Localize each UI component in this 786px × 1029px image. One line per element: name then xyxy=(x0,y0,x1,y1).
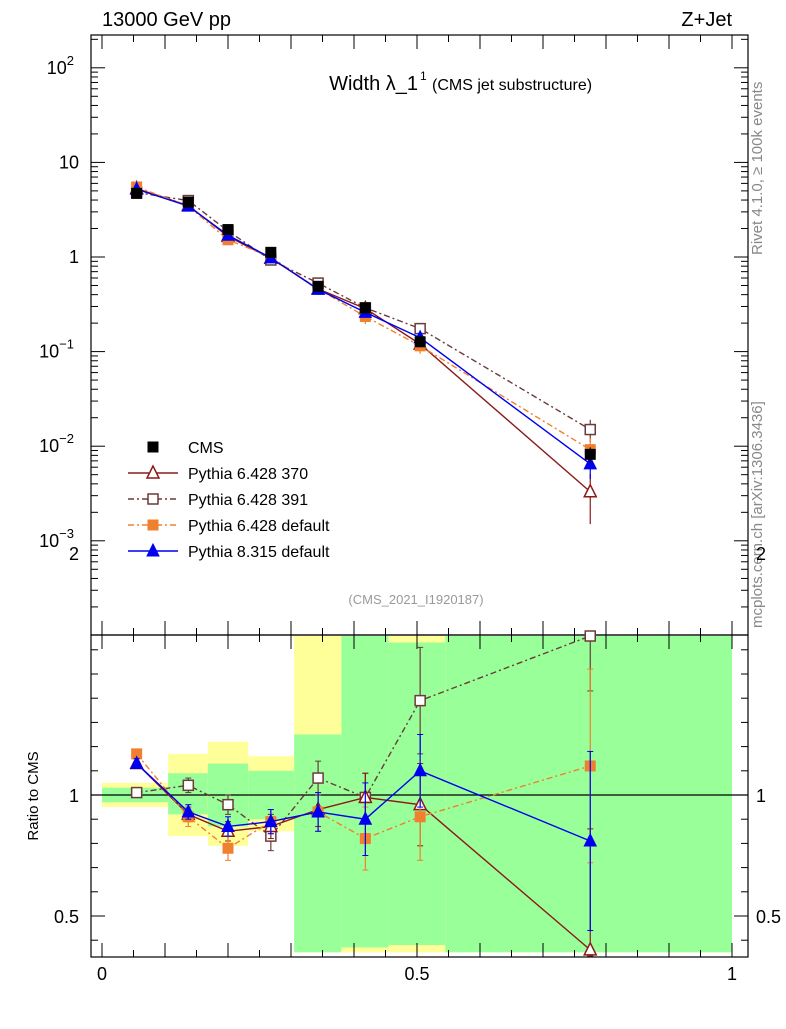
ratio-y-tick-label-right: 2 xyxy=(756,544,766,564)
x-tick-label: 1 xyxy=(727,964,737,984)
y-tick-base: 10 xyxy=(39,531,59,551)
y-tick-exponent: −1 xyxy=(59,337,74,352)
y-tick-label: 1 xyxy=(69,247,79,267)
legend-entry: Pythia 8.315 default xyxy=(128,542,330,561)
ratio-point xyxy=(182,779,195,792)
y-tick-exponent: 2 xyxy=(67,53,74,68)
ratio-point xyxy=(181,803,196,818)
legend-label: Pythia 8.315 default xyxy=(188,544,330,561)
data-point xyxy=(265,246,277,258)
mcplots-label: mcplots.cern.ch [arXiv:1306.3436] xyxy=(749,401,766,628)
legend-marker xyxy=(146,542,160,557)
data-point xyxy=(414,336,426,348)
ratio-y-tick-label: 0.5 xyxy=(54,907,79,927)
y-tick-base: 10 xyxy=(59,152,79,172)
y-tick-label: 102 xyxy=(47,53,74,78)
process-label: Z+Jet xyxy=(681,9,732,31)
ratio-uncertainty-bands xyxy=(102,636,732,953)
ratio-y-tick-label-right: 0.5 xyxy=(756,907,781,927)
data-point xyxy=(583,483,598,498)
ratio-point xyxy=(222,842,234,854)
series-pythia-8-315-default xyxy=(129,181,598,480)
data-point xyxy=(222,224,234,236)
ratio-axes: 0.5 0.5 1 1 2 2 0 0.5 1 xyxy=(54,544,781,984)
legend-label: CMS xyxy=(188,440,224,457)
ratio-point xyxy=(264,813,278,828)
series-cms xyxy=(131,187,596,463)
rivet-label: Rivet 4.1.0, ≥ 100k events xyxy=(749,82,766,255)
ratio-point xyxy=(414,811,426,823)
series-line xyxy=(136,191,591,431)
x-tick-label: 0.5 xyxy=(404,964,429,984)
data-point xyxy=(182,196,194,208)
ratio-point xyxy=(583,832,598,847)
stat-band xyxy=(388,642,446,946)
y-tick-label: 10−3 xyxy=(39,526,74,551)
legend-entry: Pythia 6.428 default xyxy=(128,518,330,535)
data-point xyxy=(583,455,598,470)
ratio-series-pythia-8-315-default xyxy=(129,734,598,932)
plot-title-superscript: 1 xyxy=(420,69,427,83)
ratio-point xyxy=(312,772,324,784)
ratio-point xyxy=(413,762,427,777)
main-series-group xyxy=(129,179,598,525)
data-point xyxy=(131,187,143,199)
y-tick-base: 10 xyxy=(39,342,59,362)
ratio-point xyxy=(130,786,143,799)
data-point xyxy=(312,280,324,292)
plot-subtitle: (CMS jet substructure) xyxy=(432,77,592,94)
data-point xyxy=(584,423,596,436)
legend-marker xyxy=(147,441,159,453)
ratio-point xyxy=(584,630,596,642)
legend-marker xyxy=(147,493,159,505)
y-tick-exponent: −3 xyxy=(59,526,74,541)
ratio-frame xyxy=(90,634,749,958)
ratio-series-group xyxy=(129,630,598,957)
beam-label: 13000 GeV pp xyxy=(102,9,231,31)
legend-label: Pythia 6.428 391 xyxy=(188,492,308,509)
plot-title: Width λ_1 xyxy=(329,73,418,95)
y-tick-exponent: −2 xyxy=(59,431,74,446)
ratio-ylabel: Ratio to CMS xyxy=(25,751,42,840)
ratio-point xyxy=(222,798,234,811)
legend: CMS Pythia 6.428 370 Pythia 6.428 391 Pythi… xyxy=(128,440,330,561)
y-tick-base: 10 xyxy=(39,436,59,456)
legend-label: Pythia 6.428 default xyxy=(188,518,330,535)
ratio-point xyxy=(221,818,235,832)
analysis-id: (CMS_2021_I1920187) xyxy=(348,592,483,607)
ratio-point xyxy=(583,941,598,956)
series-line xyxy=(136,188,591,465)
ratio-y-tick-label: 1 xyxy=(69,786,79,806)
ratio-point xyxy=(311,803,325,818)
y-tick-base: 10 xyxy=(47,58,67,78)
y-tick-label: 10−1 xyxy=(39,337,74,362)
ratio-point xyxy=(129,755,144,770)
y-tick-label: 10−2 xyxy=(39,431,74,456)
ratio-panel: 0.5 0.5 1 1 2 2 0 0.5 1 Ratio to CMS xyxy=(25,544,781,984)
ratio-y-tick-label-right: 1 xyxy=(756,786,766,806)
ratio-point xyxy=(358,811,373,825)
series-pythia-6-428-default xyxy=(131,181,596,466)
legend-marker xyxy=(145,464,161,479)
stat-band xyxy=(445,636,732,953)
legend-entry: Pythia 6.428 391 xyxy=(128,492,308,509)
legend-label: Pythia 6.428 370 xyxy=(188,466,308,483)
legend-entry: CMS xyxy=(147,440,224,457)
data-point xyxy=(584,448,596,460)
ratio-line xyxy=(136,763,591,842)
ratio-line xyxy=(136,635,591,838)
x-tick-label: 0 xyxy=(97,964,107,984)
legend-marker xyxy=(147,519,159,531)
ratio-point xyxy=(414,694,426,707)
ratio-y-tick-label: 2 xyxy=(69,544,79,564)
y-tick-base: 1 xyxy=(69,247,79,267)
legend-entry: Pythia 6.428 370 xyxy=(128,464,308,483)
y-tick-label: 10 xyxy=(59,152,79,172)
data-point xyxy=(359,302,371,314)
